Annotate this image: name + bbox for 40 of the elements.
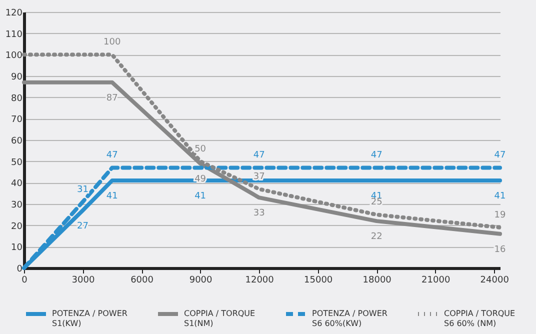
y-tick-label: 110 (5, 30, 23, 40)
data-label: 50 (194, 144, 206, 154)
y-tick-label: 0 (16, 264, 23, 274)
data-label: 19 (494, 210, 506, 220)
data-label: 27 (77, 221, 88, 232)
x-tick-label: 3000 (72, 276, 95, 286)
data-label: 31 (77, 184, 88, 195)
y-tick-label: 70 (11, 115, 23, 126)
data-label: 47 (253, 150, 265, 161)
y-tick-label: 80 (11, 94, 23, 104)
data-label: 100 (104, 38, 122, 48)
data-label: 33 (253, 208, 265, 219)
data-label: 41 (106, 192, 118, 202)
data-label: 47 (494, 150, 506, 161)
y-tick-label: 120 (5, 8, 23, 18)
y-tick-label: 90 (11, 72, 23, 82)
data-label: 47 (370, 150, 382, 161)
y-tick-label: 60 (11, 136, 23, 146)
data-label: 41 (494, 192, 506, 202)
data-label: 47 (106, 150, 118, 161)
x-tick-label: 12000 (245, 276, 274, 286)
data-label: 41 (194, 192, 206, 202)
legend-label: COPPIA / TORQUE S6 60% (NM) (444, 309, 516, 328)
x-tick-label: 21000 (422, 276, 450, 286)
y-tick-label: 50 (11, 158, 23, 168)
x-tick-label: 18000 (362, 276, 392, 286)
y-tick-label: 40 (11, 179, 23, 190)
legend-label: POTENZA / POWER S1(KW) (52, 309, 128, 328)
data-label: 22 (370, 232, 382, 242)
x-tick-label: 9000 (189, 276, 213, 286)
y-tick-label: 30 (11, 200, 23, 210)
y-tick-label: 20 (11, 222, 23, 232)
y-tick-label: 10 (11, 243, 23, 254)
x-tick-label: 6000 (130, 276, 154, 286)
data-label: 16 (494, 244, 506, 255)
legend-label: COPPIA / TORQUE S1(NM) (184, 309, 256, 328)
x-tick-label: 15000 (304, 276, 333, 286)
y-tick-label: 100 (5, 51, 23, 62)
x-tick-label: 24000 (480, 276, 510, 286)
legend-label: POTENZA / POWER S6 60%(KW) (312, 309, 388, 328)
